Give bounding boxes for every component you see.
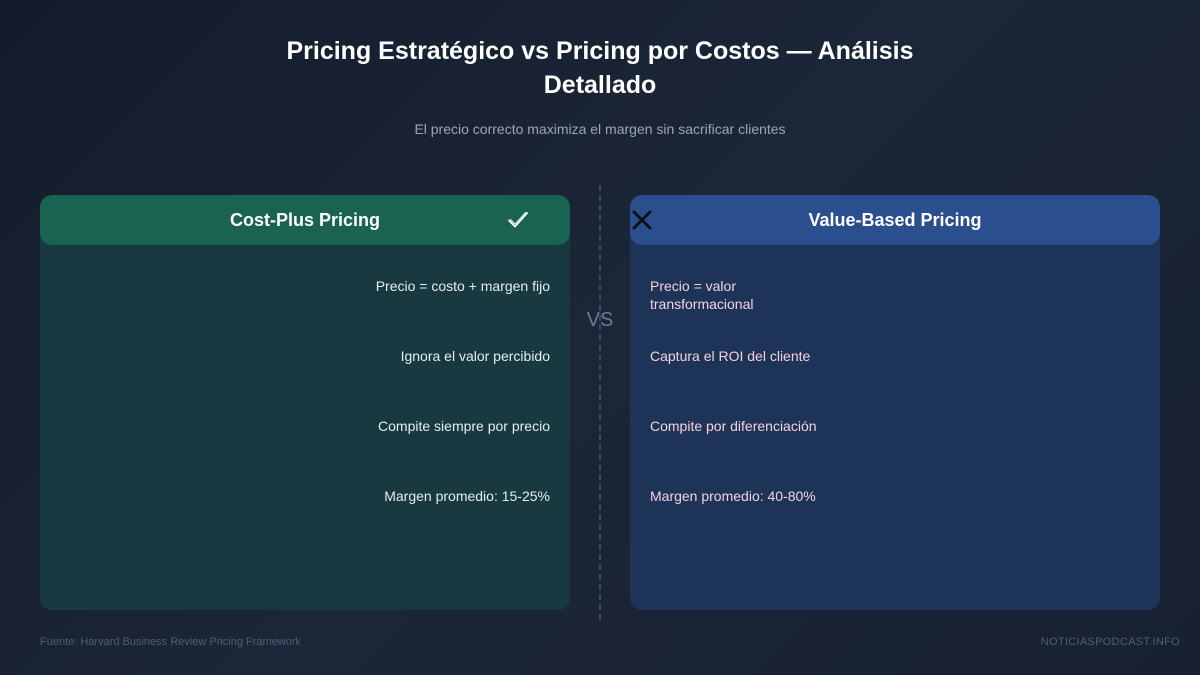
list-item: Margen promedio: 40-80% (650, 488, 816, 504)
list-item: Precio = costo + margen fijo (375, 278, 550, 294)
list-item: Compite siempre por precio (378, 418, 550, 434)
page-title: Pricing Estratégico vs Pricing por Costo… (286, 37, 914, 99)
list-item: Compite por diferenciación (650, 418, 817, 434)
list-item: Precio = valor transformacional (650, 278, 754, 312)
list-item: Margen promedio: 15-25% (384, 488, 550, 504)
x-icon (632, 210, 652, 230)
source-note: Fuente: Harvard Business Review Pricing … (40, 636, 302, 648)
cost-plus-header: Cost-Plus Pricing (40, 195, 570, 245)
list-item: Ignora el valor percibido (400, 348, 550, 364)
list-item: Captura el ROI del cliente (650, 348, 811, 364)
checkmark-icon (508, 212, 528, 228)
page-subtitle: El precio correcto maximiza el margen si… (414, 121, 786, 137)
value-based-title: Value-Based Pricing (808, 209, 982, 230)
cost-plus-panel: Cost-Plus Pricing Precio = costo + marge… (40, 195, 570, 610)
value-based-panel: Value-Based Pricing Precio = valor trans… (630, 195, 1160, 610)
vs-label: VS (586, 309, 614, 331)
brand-link[interactable]: NOTICIASPODCAST.INFO (1040, 636, 1180, 648)
value-based-header: Value-Based Pricing (630, 195, 1160, 245)
cost-plus-title: Cost-Plus Pricing (229, 209, 381, 230)
center-divider (599, 185, 601, 620)
